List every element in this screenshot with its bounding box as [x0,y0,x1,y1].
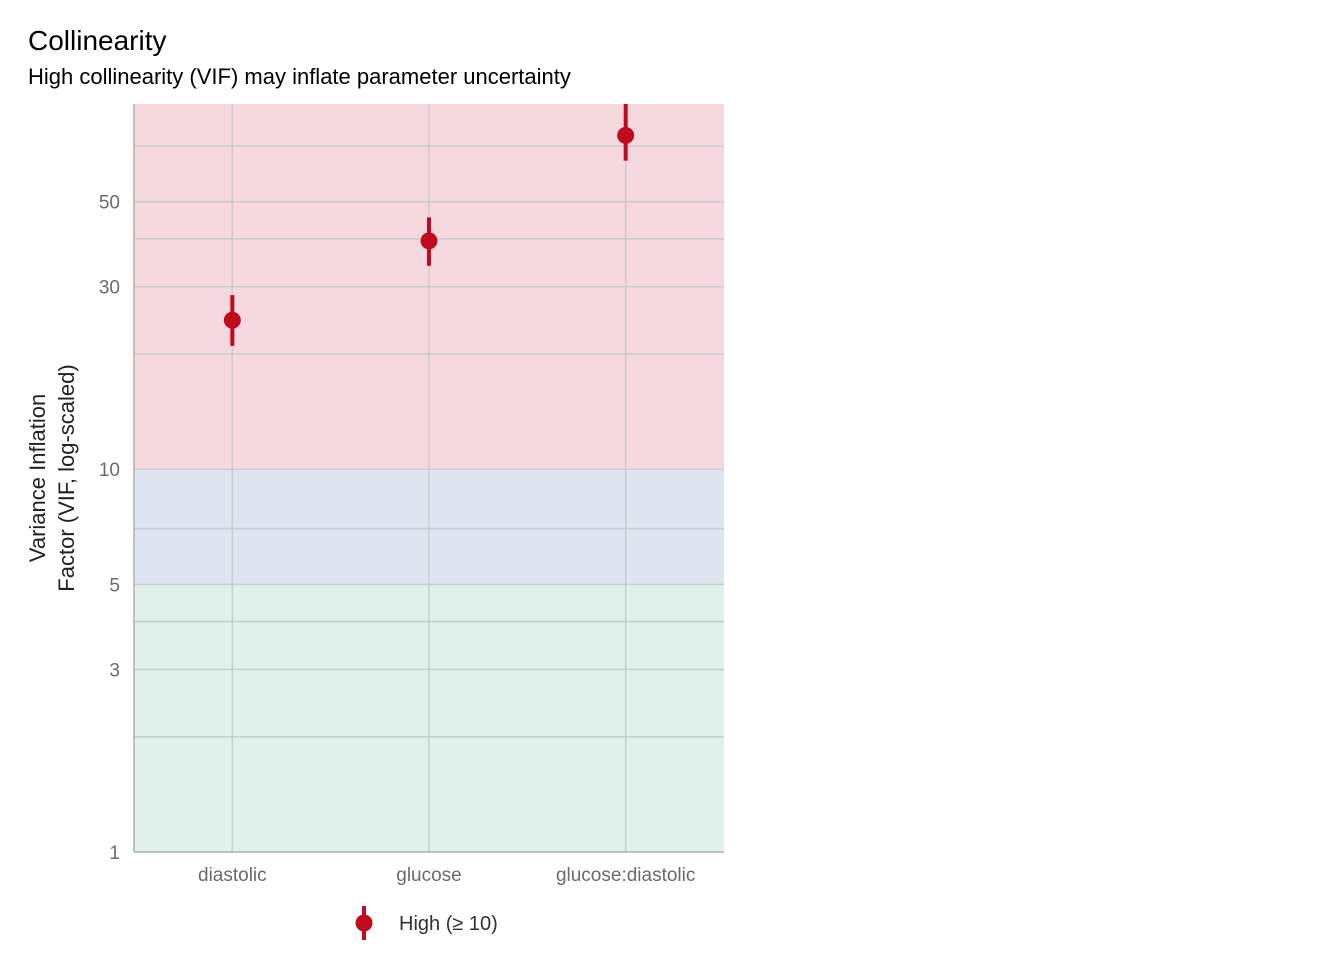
x-tick-label: diastolic [198,865,267,886]
y-axis-label-line-1: Variance Inflation [25,394,50,562]
chart-subtitle: High collinearity (VIF) may inflate para… [28,64,571,89]
legend-item: High (≥ 10) [355,906,498,940]
y-tick-label: 3 [109,660,120,681]
x-tick-label: glucose:diastolic [556,865,695,886]
y-tick-label: 30 [99,278,120,299]
legend: High (≥ 10) [355,906,498,940]
vif-point-diastolic [223,311,241,329]
y-tick-label: 50 [99,193,120,214]
x-tick-label: glucose [396,865,462,886]
legend-point-icon [355,914,373,932]
y-tick-label: 5 [109,575,120,596]
x-tick-labels: diastolic glucose glucose:diastolic [198,865,695,886]
vif-point-glucose-diastolic [617,126,635,144]
plot-axes [133,104,724,853]
y-tick-labels: 1 3 5 10 30 50 [99,193,120,864]
data-points [223,104,635,346]
y-axis-label-line-2: Factor (VIF, log-scaled) [54,364,79,591]
y-tick-label: 10 [99,460,120,481]
vif-point-glucose [420,232,438,250]
y-tick-label: 1 [109,843,120,864]
legend-label: High (≥ 10) [399,913,498,935]
chart-title: Collinearity [28,25,167,56]
plot-gridlines [134,104,724,853]
